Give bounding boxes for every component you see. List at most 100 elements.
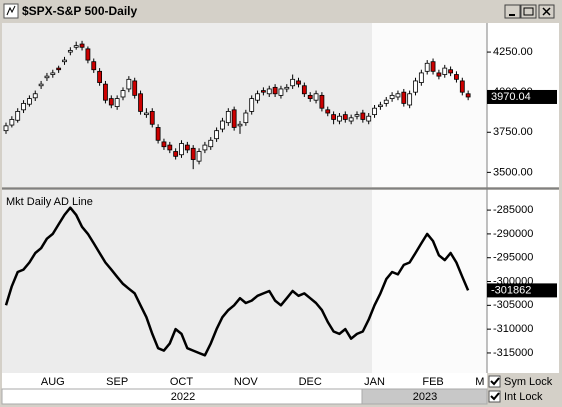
x-tick-label: SEP — [106, 376, 128, 388]
candle-body — [67, 50, 73, 53]
x-tick-label: AUG — [41, 376, 65, 388]
candle-body — [266, 88, 272, 95]
x-tick-label: NOV — [234, 376, 259, 388]
candle-body — [331, 114, 337, 120]
y-tick-label: -295000 — [493, 252, 533, 264]
candle-body — [337, 115, 342, 122]
price-axis — [487, 23, 559, 187]
candle-body — [56, 67, 62, 71]
candle-body — [103, 83, 108, 101]
y-tick-label: 4250.00 — [493, 46, 533, 58]
candle-body — [290, 78, 296, 87]
candle-body — [21, 102, 26, 111]
candle-body — [372, 107, 377, 116]
candle-body — [132, 80, 138, 96]
candle-body — [108, 98, 114, 106]
checkbox[interactable] — [488, 390, 501, 403]
candle-body — [85, 48, 91, 61]
candle-body — [442, 67, 448, 75]
y-tick-label: -310000 — [493, 323, 533, 335]
checkbox-label: Sym Lock — [504, 376, 553, 388]
candle-body — [161, 141, 167, 148]
candle-body — [15, 111, 21, 121]
check-mark — [490, 377, 500, 386]
last-value-box — [487, 283, 557, 298]
price-pane-shade — [2, 23, 372, 187]
check-mark — [490, 392, 500, 401]
candle-body — [214, 130, 220, 140]
candle-body — [120, 90, 126, 98]
title-bar — [1, 1, 561, 22]
candle-body — [401, 91, 407, 104]
ad-axis — [487, 190, 559, 373]
month-strip — [2, 373, 487, 389]
checkbox-label: Int Lock — [504, 391, 543, 403]
x-tick-label: OCT — [170, 376, 194, 388]
candle-body — [436, 72, 442, 77]
candle-body — [407, 93, 413, 106]
candle-body — [272, 86, 278, 95]
chart-title: $SPX-S&P 500-Daily — [22, 4, 137, 18]
minimize-button[interactable] — [504, 4, 521, 19]
candle-body — [454, 74, 459, 80]
last-value-box — [487, 89, 557, 104]
candle-body — [424, 62, 430, 72]
pane-title: Mkt Daily AD Line — [6, 196, 93, 208]
candle-body — [313, 93, 319, 101]
candle-body — [173, 151, 179, 157]
candle-body — [255, 93, 260, 101]
candle-body — [301, 85, 307, 95]
candle-body — [184, 144, 190, 151]
window-buttons[interactable] — [504, 4, 555, 19]
candle-body — [143, 112, 149, 116]
candle-body — [278, 88, 284, 96]
candle-body — [354, 114, 360, 117]
candle-body — [413, 80, 418, 93]
year-strip-2023 — [361, 388, 488, 405]
candle-body — [114, 98, 120, 108]
candle-body — [225, 111, 231, 124]
candle-body — [383, 99, 389, 104]
y-tick-label: 3750.00 — [493, 126, 533, 138]
x-tick-label: FEB — [422, 376, 443, 388]
candle-body — [459, 80, 465, 93]
candle-body — [319, 94, 325, 109]
candle-body — [167, 144, 173, 151]
checkbox[interactable] — [488, 375, 501, 388]
x-tick-label: JAN — [364, 376, 385, 388]
candle-body — [243, 112, 249, 124]
window-icon-glyph — [6, 5, 16, 16]
x-tick-label: DEC — [299, 376, 322, 388]
int-lock-checkbox[interactable]: Int Lock — [488, 390, 543, 403]
candle-body — [97, 70, 102, 83]
candle-body — [190, 147, 196, 160]
candle-body — [231, 109, 237, 128]
candle-body — [418, 72, 424, 83]
y-tick-label: 3500.00 — [493, 166, 533, 178]
candle-body — [342, 114, 348, 120]
y-tick-label: -305000 — [493, 299, 533, 311]
y-tick-label: -290000 — [493, 228, 533, 240]
candle-body — [32, 93, 38, 99]
candle-body — [126, 78, 132, 90]
last-value-label: -301862 — [491, 284, 531, 296]
sym-lock-checkbox[interactable]: Sym Lock — [488, 375, 553, 388]
candle-body — [62, 59, 67, 63]
candle-body — [307, 94, 313, 99]
y-tick-label: -285000 — [493, 204, 533, 216]
candle-body — [325, 109, 331, 114]
candle-body — [202, 144, 208, 151]
last-value-label: 3970.04 — [491, 91, 531, 103]
candle-body — [448, 69, 454, 74]
candle-body — [149, 111, 155, 125]
candle-body — [3, 125, 9, 132]
maximize-button[interactable] — [520, 4, 537, 19]
candle-body — [220, 120, 225, 130]
candle-body — [50, 72, 56, 75]
candle-body — [9, 119, 15, 126]
ad-line — [4, 206, 470, 357]
candle-body — [284, 86, 290, 90]
x-tick-label: M — [475, 376, 484, 388]
